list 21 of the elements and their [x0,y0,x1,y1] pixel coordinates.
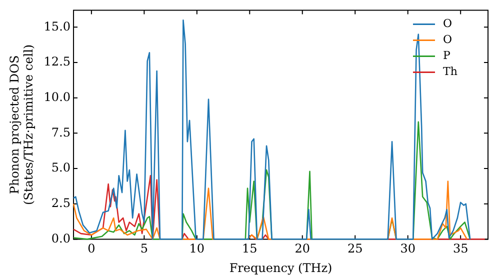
x-tick-label: 25 [347,242,363,256]
y-tick-label: 5.0 [51,160,71,175]
y-tick-label: 7.5 [51,125,71,140]
legend-label: P [443,49,451,62]
y-tick-label: 0.0 [51,231,71,246]
x-tick-label: 0 [88,242,96,256]
y-tick-label: 12.5 [44,54,71,69]
y-tick-label: 15.0 [44,19,71,34]
y-tick-label: 2.5 [51,196,71,210]
x-axis-title: Frequency (THz) [229,260,332,275]
legend-label: O [443,17,452,30]
legend-label: Th [443,65,458,78]
y-tick-label: 10.0 [44,90,71,104]
legend-label: O [443,33,452,46]
x-tick-label: 5 [140,242,148,256]
x-tick-label: 15 [242,242,258,256]
x-tick-label: 10 [189,242,205,256]
x-tick-label: 35 [452,242,468,256]
x-tick-label: 20 [294,242,310,256]
x-tick-label: 30 [400,242,416,256]
y-axis-title: Phonon projected DOS (States/THz·primitive cell) [7,44,36,206]
